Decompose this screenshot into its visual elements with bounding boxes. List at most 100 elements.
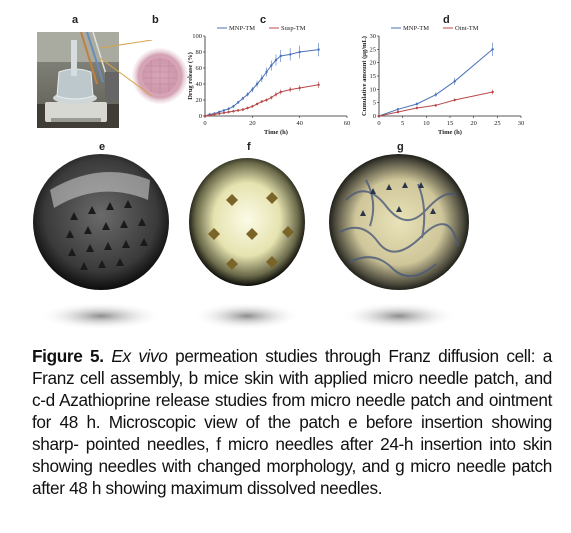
panel-label-b: b	[152, 14, 159, 26]
franz-cell-photo	[37, 32, 119, 128]
x-tick-label: 10	[423, 120, 430, 127]
data-point	[227, 110, 230, 114]
x-tick-label: 5	[401, 120, 404, 127]
data-point	[208, 114, 211, 117]
x-tick-label: 40	[296, 120, 303, 127]
data-point	[274, 93, 278, 96]
data-point	[265, 98, 268, 102]
data-point	[255, 102, 259, 106]
series-line-MNP-TM	[378, 48, 493, 117]
data-point	[236, 101, 240, 104]
legend-label: MNP-TM	[403, 25, 429, 32]
y-tick-label: 20	[196, 97, 203, 104]
legend-label: MNP-TM	[229, 25, 255, 32]
cumulative-amount-chart: 0 5 10 15 20 25 30 0 5 10 15 20 25 30 Time (h) Cumulati…	[361, 25, 525, 136]
drug-release-chart: 0 20 40 60 0 20 40 60 80 100 Time (h) Drug release …	[187, 25, 351, 136]
x-tick-label: 15	[447, 120, 454, 127]
legend-label: Susp-TM	[281, 25, 306, 32]
panel-label-f: f	[247, 141, 251, 153]
data-point	[236, 109, 240, 112]
x-tick-label: 20	[470, 120, 477, 127]
y-tick-label: 80	[196, 49, 203, 56]
y-tick-label: 40	[196, 81, 203, 88]
data-point	[251, 105, 254, 108]
panel-label-c: c	[260, 14, 267, 26]
data-point	[434, 104, 437, 107]
microscope-view-f	[189, 158, 305, 330]
x-tick-label: 30	[518, 120, 525, 127]
data-point	[491, 90, 494, 94]
data-point	[377, 114, 381, 118]
skin-patch-photo	[127, 32, 193, 112]
data-point	[241, 108, 245, 111]
data-point	[241, 97, 245, 100]
data-point	[453, 80, 456, 83]
data-point	[203, 114, 207, 118]
data-point	[265, 70, 268, 74]
y-tick-label: 0	[373, 113, 376, 120]
y-tick-label: 100	[192, 33, 202, 40]
data-point	[255, 82, 259, 86]
data-point	[453, 98, 456, 102]
data-point	[396, 108, 400, 111]
data-point	[270, 96, 273, 99]
data-point	[260, 77, 263, 80]
data-point	[246, 106, 249, 110]
y-tick-label: 10	[370, 86, 377, 93]
y-tick-label: 60	[196, 65, 203, 72]
y-axis-label: Drug release (%)	[187, 52, 194, 100]
x-tick-label: 0	[203, 120, 206, 127]
data-point	[279, 54, 282, 58]
data-point	[251, 88, 254, 91]
legend-label: Oint-TM	[455, 25, 479, 32]
data-point	[396, 110, 400, 114]
y-tick-label: 20	[370, 60, 377, 67]
microscope-view-e	[33, 154, 169, 330]
data-point	[317, 48, 320, 51]
series-line-MNP-TM	[204, 49, 319, 117]
data-point	[274, 58, 278, 62]
data-point	[289, 88, 292, 91]
panel-label-a: a	[72, 14, 79, 26]
data-point	[246, 93, 249, 96]
data-point	[270, 64, 273, 67]
panel-label-g: g	[397, 141, 404, 153]
y-tick-label: 5	[373, 100, 376, 107]
data-point	[213, 113, 216, 116]
data-point	[222, 111, 226, 115]
x-tick-label: 25	[494, 120, 501, 127]
zoom-connector	[100, 40, 153, 97]
panel-label-d: d	[443, 14, 450, 26]
data-point	[279, 90, 282, 94]
y-tick-label: 15	[370, 73, 377, 80]
x-tick-label: 60	[344, 120, 351, 127]
data-point	[222, 109, 226, 112]
data-point	[227, 107, 230, 111]
data-point	[260, 100, 263, 103]
x-tick-label: 0	[377, 120, 380, 127]
y-tick-label: 25	[370, 46, 377, 53]
data-point	[491, 48, 494, 51]
x-axis-label: Time (h)	[264, 129, 288, 136]
caption-italic: Ex vivo	[111, 346, 168, 366]
y-axis-label: Cumulative amount (μg/mL)	[361, 36, 368, 116]
series-line-Oint-TM	[378, 91, 493, 117]
panel-label-e: e	[99, 141, 106, 153]
figure-label: Figure 5.	[32, 346, 104, 366]
data-point	[298, 50, 301, 54]
data-point	[434, 93, 437, 96]
data-point	[289, 53, 292, 56]
data-point	[218, 112, 221, 115]
data-point	[317, 83, 320, 86]
x-axis-label: Time (h)	[438, 129, 462, 136]
figure-caption: Figure 5. Ex vivo permeation studies thr…	[32, 345, 552, 499]
data-point	[232, 105, 235, 108]
data-point	[298, 86, 301, 90]
data-point	[415, 106, 419, 110]
y-tick-label: 30	[370, 33, 377, 40]
data-point	[232, 110, 235, 113]
x-tick-label: 20	[249, 120, 256, 127]
microscope-view-g	[329, 154, 469, 330]
data-point	[415, 102, 419, 106]
y-tick-label: 0	[199, 113, 202, 120]
